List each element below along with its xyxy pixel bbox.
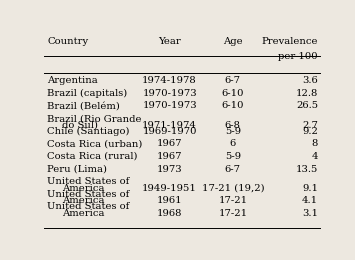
Text: Costa Rica (rural): Costa Rica (rural): [47, 152, 138, 161]
Text: 1971-1974: 1971-1974: [142, 121, 197, 130]
Text: America: America: [62, 196, 105, 205]
Text: 17-21 (19,2): 17-21 (19,2): [202, 184, 264, 193]
Text: 3.6: 3.6: [302, 76, 318, 85]
Text: Age: Age: [223, 37, 243, 46]
Text: Country: Country: [47, 37, 88, 46]
Text: Chile (Santiago): Chile (Santiago): [47, 127, 130, 136]
Text: America: America: [62, 209, 105, 218]
Text: 9.2: 9.2: [302, 127, 318, 136]
Text: 8: 8: [312, 139, 318, 148]
Text: 6-7: 6-7: [225, 165, 241, 173]
Text: Brazil (Rio Grande: Brazil (Rio Grande: [47, 114, 142, 123]
Text: 26.5: 26.5: [296, 101, 318, 110]
Text: 12.8: 12.8: [296, 89, 318, 98]
Text: 1970-1973: 1970-1973: [142, 101, 197, 110]
Text: 6-10: 6-10: [222, 89, 244, 98]
Text: 17-21: 17-21: [218, 209, 247, 218]
Text: 5-9: 5-9: [225, 152, 241, 161]
Text: Prevalence: Prevalence: [262, 37, 318, 46]
Text: 6-10: 6-10: [222, 101, 244, 110]
Text: United States of: United States of: [47, 190, 130, 199]
Text: 6: 6: [230, 139, 236, 148]
Text: 1961: 1961: [157, 196, 182, 205]
Text: 13.5: 13.5: [296, 165, 318, 173]
Text: 9.1: 9.1: [302, 184, 318, 193]
Text: 1967: 1967: [157, 139, 182, 148]
Text: 1974-1978: 1974-1978: [142, 76, 197, 85]
Text: Brazil (capitals): Brazil (capitals): [47, 89, 127, 98]
Text: 1949-1951: 1949-1951: [142, 184, 197, 193]
Text: 4: 4: [312, 152, 318, 161]
Text: 1968: 1968: [157, 209, 182, 218]
Text: America: America: [62, 184, 105, 193]
Text: 3.1: 3.1: [302, 209, 318, 218]
Text: United States of: United States of: [47, 177, 130, 186]
Text: Brazil (Belém): Brazil (Belém): [47, 101, 120, 110]
Text: Peru (Lima): Peru (Lima): [47, 165, 107, 173]
Text: Costa Rica (urban): Costa Rica (urban): [47, 139, 142, 148]
Text: 5-9: 5-9: [225, 127, 241, 136]
Text: 4.1: 4.1: [302, 196, 318, 205]
Text: Argentina: Argentina: [47, 76, 98, 85]
Text: United States of: United States of: [47, 202, 130, 211]
Text: 6-7: 6-7: [225, 76, 241, 85]
Text: Year: Year: [158, 37, 181, 46]
Text: 6-8: 6-8: [225, 121, 241, 130]
Text: 17-21: 17-21: [218, 196, 247, 205]
Text: 1969-1970: 1969-1970: [142, 127, 197, 136]
Text: 2.7: 2.7: [302, 121, 318, 130]
Text: 1967: 1967: [157, 152, 182, 161]
Text: 1973: 1973: [157, 165, 182, 173]
Text: do Sul): do Sul): [62, 121, 98, 130]
Text: 1970-1973: 1970-1973: [142, 89, 197, 98]
Text: per 100: per 100: [279, 52, 318, 61]
